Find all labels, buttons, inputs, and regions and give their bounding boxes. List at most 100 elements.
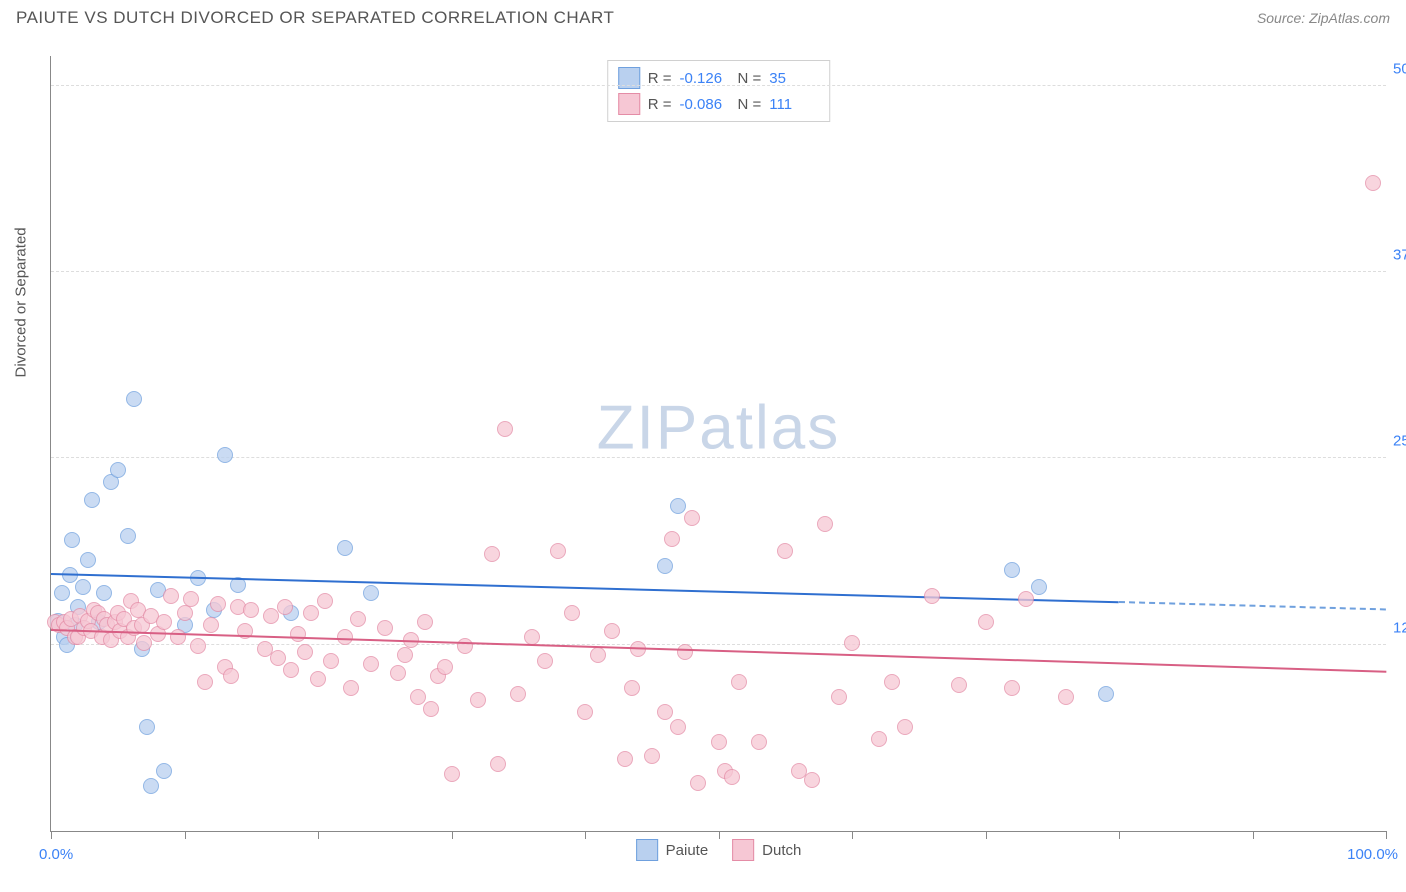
data-point — [170, 629, 186, 645]
data-point — [96, 585, 112, 601]
data-point — [871, 731, 887, 747]
data-point — [163, 588, 179, 604]
data-point — [577, 704, 593, 720]
data-point — [397, 647, 413, 663]
data-point — [363, 656, 379, 672]
data-point — [120, 528, 136, 544]
data-point — [310, 671, 326, 687]
data-point — [831, 689, 847, 705]
data-point — [1058, 689, 1074, 705]
data-point — [177, 605, 193, 621]
yaxis-title: Divorced or Separated — [13, 227, 30, 377]
data-point — [297, 644, 313, 660]
data-point — [1031, 579, 1047, 595]
legend-bottom-item: Paiute — [636, 839, 709, 861]
xtick — [852, 831, 853, 839]
data-point — [1004, 680, 1020, 696]
legend-swatch — [732, 839, 754, 861]
n-value: 111 — [769, 96, 819, 113]
data-point — [550, 543, 566, 559]
xtick — [452, 831, 453, 839]
data-point — [457, 638, 473, 654]
data-point — [290, 626, 306, 642]
data-point — [884, 674, 900, 690]
data-point — [690, 775, 706, 791]
trend-line-dashed — [1119, 601, 1386, 610]
data-point — [731, 674, 747, 690]
xtick — [1386, 831, 1387, 839]
data-point — [1004, 562, 1020, 578]
legend-series-name: Dutch — [762, 842, 801, 859]
data-point — [84, 492, 100, 508]
ytick-label: 12.5% — [1393, 619, 1406, 636]
data-point — [537, 653, 553, 669]
gridline — [51, 85, 1386, 86]
data-point — [337, 540, 353, 556]
data-point — [524, 629, 540, 645]
data-point — [897, 719, 913, 735]
legend-series-name: Paiute — [666, 842, 709, 859]
data-point — [390, 665, 406, 681]
data-point — [323, 653, 339, 669]
data-point — [317, 593, 333, 609]
data-point — [210, 596, 226, 612]
data-point — [590, 647, 606, 663]
data-point — [217, 447, 233, 463]
data-point — [203, 617, 219, 633]
xtick — [986, 831, 987, 839]
data-point — [80, 552, 96, 568]
data-point — [670, 498, 686, 514]
data-point — [126, 391, 142, 407]
data-point — [624, 680, 640, 696]
legend-top-row: R =-0.126N =35 — [618, 65, 820, 91]
data-point — [277, 599, 293, 615]
ytick-label: 37.5% — [1393, 247, 1406, 264]
xaxis-min-label: 0.0% — [39, 846, 73, 863]
watermark-zip: ZIP — [597, 394, 699, 463]
chart-title: PAIUTE VS DUTCH DIVORCED OR SEPARATED CO… — [16, 8, 614, 28]
data-point — [283, 662, 299, 678]
data-point — [978, 614, 994, 630]
data-point — [617, 751, 633, 767]
data-point — [470, 692, 486, 708]
xtick — [719, 831, 720, 839]
data-point — [156, 614, 172, 630]
legend-top-row: R =-0.086N =111 — [618, 91, 820, 117]
ytick-label: 50.0% — [1393, 60, 1406, 77]
data-point — [190, 638, 206, 654]
data-point — [270, 650, 286, 666]
legend-top: R =-0.126N =35R =-0.086N =111 — [607, 60, 831, 122]
xtick — [51, 831, 52, 839]
data-point — [197, 674, 213, 690]
data-point — [484, 546, 500, 562]
legend-swatch — [636, 839, 658, 861]
ytick-label: 25.0% — [1393, 433, 1406, 450]
data-point — [711, 734, 727, 750]
data-point — [804, 772, 820, 788]
legend-bottom: Paiute Dutch — [636, 839, 802, 861]
data-point — [670, 719, 686, 735]
watermark: ZIPatlas — [597, 393, 840, 464]
data-point — [510, 686, 526, 702]
data-point — [657, 704, 673, 720]
data-point — [1365, 175, 1381, 191]
legend-bottom-item: Dutch — [732, 839, 801, 861]
data-point — [497, 421, 513, 437]
data-point — [110, 462, 126, 478]
data-point — [664, 531, 680, 547]
xtick — [1119, 831, 1120, 839]
data-point — [564, 605, 580, 621]
data-point — [75, 579, 91, 595]
data-point — [844, 635, 860, 651]
data-point — [677, 644, 693, 660]
xaxis-max-label: 100.0% — [1347, 846, 1398, 863]
data-point — [303, 605, 319, 621]
data-point — [223, 668, 239, 684]
chart-area: Divorced or Separated ZIPatlas R =-0.126… — [50, 56, 1386, 832]
data-point — [143, 778, 159, 794]
xtick — [318, 831, 319, 839]
watermark-atlas: atlas — [699, 394, 840, 463]
xtick — [1253, 831, 1254, 839]
data-point — [64, 532, 80, 548]
gridline — [51, 271, 1386, 272]
